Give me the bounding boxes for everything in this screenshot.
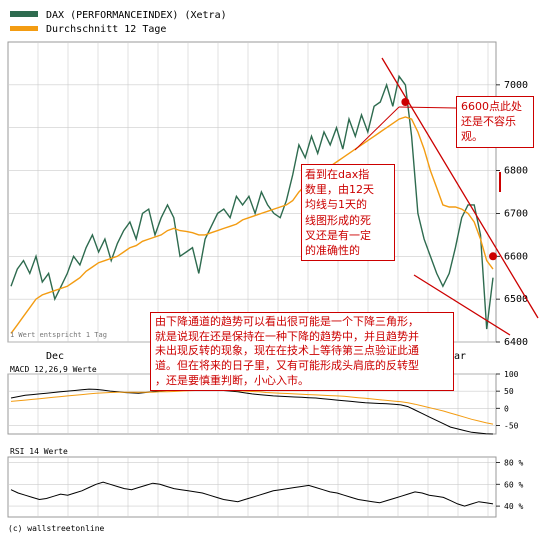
marker-point: [489, 252, 497, 261]
macd-series-line-1: [10, 389, 494, 425]
pointer-line-6600: [398, 106, 457, 109]
lower-trend-line: [413, 274, 511, 336]
macd-y-axis: 100 50 0 -50: [496, 370, 519, 430]
main-x-label-dec: Dec: [46, 351, 64, 362]
rsi-y-axis: 80 % 60 % 40 %: [496, 458, 523, 511]
markers: [401, 98, 497, 261]
macd-y-tick-label: -50: [504, 421, 519, 430]
annotation-main-line: 未出现反转的现象，现在在技术上等待第三点验证此通: [155, 344, 419, 358]
main-y-tick-label: 6500: [504, 294, 528, 305]
annotation-6600: 6600点此处 还是不容乐 观。: [456, 96, 534, 148]
pointer-line-death: [354, 106, 400, 151]
macd-y-tick-label: 50: [504, 387, 514, 396]
annotation-main-line: 由下降通道的趋势可以看出很可能是一个下降三角形，: [155, 315, 419, 328]
main-y-tick-label: 6800: [504, 166, 528, 177]
annotation-death-cross: 看到在dax指 数里，由12天 均线与1天的 线图形成的死 叉还是有一定 的准确…: [301, 164, 395, 262]
legend-swatch-dax: [10, 11, 38, 17]
rsi-y-tick-label: 80 %: [504, 458, 523, 467]
annotation-main-line: ，还是要慎重判断，小心入市。: [155, 373, 309, 387]
legend-label-dax: DAX (PERFORMANCEINDEX) (Xetra): [46, 10, 227, 21]
copyright-text: (c) wallstreetonline: [8, 524, 105, 533]
main-series-line-1: [10, 116, 494, 334]
rsi-series: [10, 481, 494, 507]
rsi-y-tick-label: 40 %: [504, 502, 523, 511]
rsi-grid: [8, 457, 496, 517]
rsi-title: RSI 14 Werte: [10, 447, 68, 456]
main-y-tick-label: 7000: [504, 80, 528, 91]
rsi-plot-frame: [7, 456, 497, 518]
annotation-6600-line: 6600点此处: [461, 100, 522, 113]
main-y-tick-label: 6700: [504, 208, 528, 219]
main-y-tick-label: 6400: [504, 337, 528, 348]
main-note: 1 Wert entspricht 1 Tag: [10, 331, 107, 339]
main-series-line-0: [10, 74, 494, 330]
main-grid: [8, 42, 496, 343]
annotation-death-line: 均线与1天的: [305, 198, 367, 212]
marker-point: [401, 98, 410, 106]
annotation-main-analysis: 由下降通道的趋势可以看出很可能是一个下降三角形， 就是说现在还是保持在一种下降的…: [150, 312, 454, 392]
legend-label-avg: Durchschnitt 12 Tage: [46, 24, 166, 35]
main-x-label-mar: Mar: [448, 351, 466, 362]
annotation-main-line: 就是说现在还是保持在一种下降的趋势中，并且趋势并: [155, 329, 419, 343]
annotation-death-line: 看到在dax指: [305, 168, 370, 181]
macd-title: MACD 12,26,9 Werte: [10, 365, 97, 374]
annotation-death-line: 线图形成的死: [305, 213, 371, 227]
macd-y-tick-label: 0: [504, 404, 509, 413]
annotation-death-line: 数里，由12天: [305, 183, 374, 197]
main-plot-frame: [7, 41, 497, 343]
annotation-death-line: 的准确性的: [305, 243, 360, 257]
rsi-y-tick-label: 60 %: [504, 480, 523, 489]
main-series: [10, 74, 494, 334]
annotation-main-line: 道。但在将来的日子里，又有可能形成头肩底的反转型: [155, 358, 419, 372]
main-y-tick-label: 6600: [504, 251, 528, 262]
rsi-series-line-0: [10, 481, 494, 507]
annotation-death-line: 叉还是有一定: [305, 228, 371, 242]
macd-y-tick-label: 100: [504, 370, 519, 379]
annotation-6600-line: 还是不容乐: [461, 115, 516, 129]
annotation-6600-line: 观。: [461, 130, 483, 144]
macd-series-line-0: [10, 386, 494, 435]
macd-series: [10, 386, 494, 435]
legend-swatch-avg: [10, 26, 38, 31]
